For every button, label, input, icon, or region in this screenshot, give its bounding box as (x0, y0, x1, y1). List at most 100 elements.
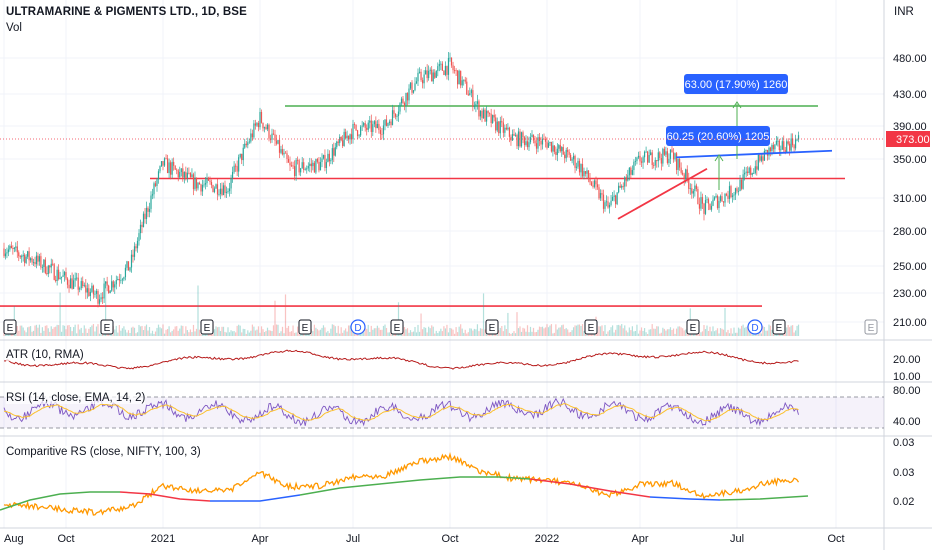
volume-bar (281, 326, 284, 336)
drawing-tools[interactable]: 63.00 (17.90%) 1260 60.25 (20.60%) 1205 (0, 74, 884, 220)
atr-pane (3, 349, 799, 370)
volume-bar (558, 327, 560, 336)
candle-body (526, 141, 529, 148)
candle-body (360, 126, 362, 136)
candle-body (592, 185, 594, 187)
volume-bar (444, 328, 447, 336)
time-tick-label: Oct (441, 533, 458, 545)
candle-body (642, 157, 644, 163)
crs-label[interactable]: Comparitive RS (close, NIFTY, 100, 3) (6, 446, 201, 458)
candle-body (618, 185, 620, 193)
volume-bar (31, 331, 33, 336)
candle-body (428, 70, 430, 79)
candle-body (300, 168, 302, 173)
candle-body (230, 177, 232, 189)
candle-body (129, 267, 131, 271)
volume-bar (83, 325, 85, 336)
price-tick-label: 480.00 (893, 53, 927, 65)
candle-body (538, 137, 541, 142)
rsi-label[interactable]: RSI (14, close, EMA, 14, 2) (6, 392, 146, 404)
volume-bar (80, 327, 82, 336)
candle-body (679, 158, 681, 168)
candle-body (631, 169, 633, 175)
volume-bar (710, 331, 713, 336)
volume-bar (144, 326, 146, 336)
volume-bar (250, 330, 252, 336)
volume-bar (698, 333, 701, 336)
volume-bar (653, 328, 655, 336)
candle-body (796, 139, 798, 141)
volume-bar (531, 331, 533, 336)
earnings-marker-label: E (690, 323, 697, 334)
volume-bar (683, 330, 685, 336)
candle-body (73, 280, 75, 289)
candle-body (479, 110, 482, 117)
volume-bar (722, 329, 725, 336)
candle-body (316, 159, 319, 162)
volume-bar (367, 324, 369, 336)
candle-body (666, 151, 669, 163)
candle-body (595, 180, 597, 185)
volume-bar (621, 324, 623, 336)
candle-body (28, 251, 30, 261)
crs-ma-line (299, 476, 531, 496)
candle-body (777, 140, 779, 142)
candle-body (580, 164, 582, 173)
candle-body (643, 151, 646, 158)
volume-bar (340, 327, 342, 336)
candle-body (587, 170, 590, 180)
volume-bar (216, 327, 219, 336)
volume-bar (787, 324, 789, 336)
volume-bar (453, 333, 456, 336)
volume-bar (198, 329, 201, 336)
volume-bar (467, 332, 469, 336)
candle-body (19, 255, 21, 258)
volume-bar (239, 325, 241, 336)
price-tick-label: 280.00 (893, 226, 927, 238)
candle-body (363, 123, 365, 126)
candle-body (56, 269, 58, 281)
volume-bar (289, 331, 291, 336)
candle-body (287, 158, 290, 163)
volume-bar (762, 326, 764, 336)
candle-body (476, 101, 479, 104)
candle-body (793, 145, 795, 149)
time-tick-label: Oct (57, 533, 74, 545)
volume-bar (63, 325, 66, 336)
candle-body (372, 124, 374, 132)
candle-body (108, 285, 110, 294)
volume-bar (733, 327, 735, 336)
volume-bar (21, 325, 23, 336)
volume-bar (613, 332, 615, 336)
event-markers[interactable]: E E E E E E E E E ED D (3, 319, 878, 335)
volume-bar (701, 331, 704, 336)
candle-body (625, 177, 627, 181)
candle-body (390, 121, 392, 126)
candle-body (403, 103, 406, 107)
volume-bar (381, 329, 383, 336)
candle-body (337, 141, 339, 143)
candle-body (278, 140, 281, 153)
volume-bar (173, 329, 175, 336)
candle-body (281, 149, 284, 155)
volume-bar (71, 331, 73, 336)
volume-bar (319, 329, 322, 336)
volume-bar (124, 329, 127, 336)
volume-bar (34, 325, 36, 336)
volume-bar (16, 326, 18, 336)
candle-body (24, 254, 26, 263)
atr-label[interactable]: ATR (10, RMA) (6, 349, 84, 361)
volume-bar (516, 312, 518, 336)
volume-bar (498, 330, 500, 336)
candle-body (350, 134, 353, 140)
volume-bar (157, 324, 160, 336)
candle-body (364, 123, 366, 128)
volume-bar (631, 326, 633, 336)
volume-bar (328, 333, 330, 336)
earnings-marker-label: E (394, 323, 401, 334)
candle-body (740, 179, 743, 189)
candle-body (769, 147, 772, 152)
volume-bar (540, 327, 542, 336)
volume-bar (574, 325, 576, 336)
